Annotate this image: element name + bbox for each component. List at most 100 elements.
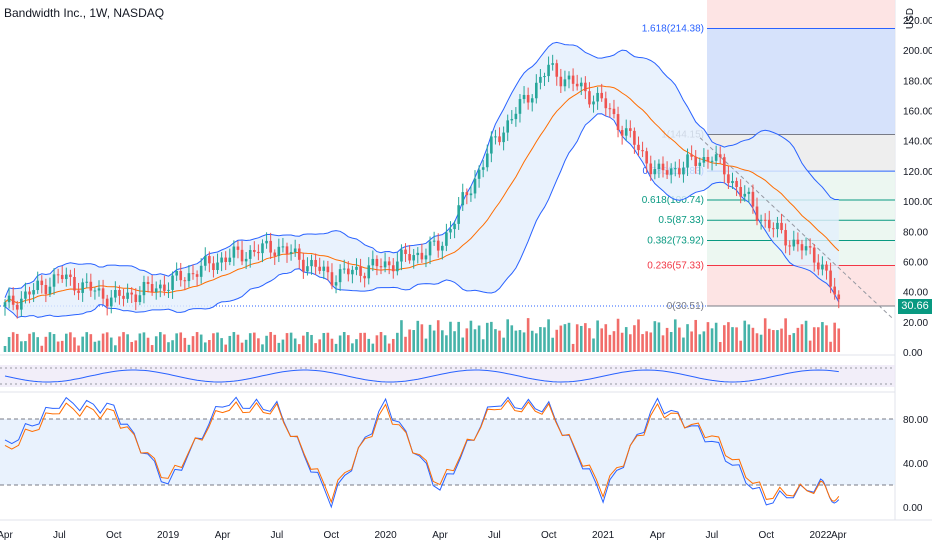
candle-body (302, 259, 305, 272)
candle-body (788, 245, 792, 247)
time-axis-tick: Oct (541, 530, 557, 541)
volume-bar (150, 345, 154, 352)
candle-body (608, 108, 612, 110)
price-axis-tick: 60.00 (903, 257, 928, 268)
time-axis-tick: Apr (0, 530, 13, 541)
volume-bar (657, 322, 661, 352)
volume-bar (216, 332, 219, 352)
candle-body (592, 101, 595, 105)
candle-body (596, 92, 599, 102)
candle-body (277, 246, 281, 256)
candle-body (375, 258, 379, 267)
candle-body (383, 261, 387, 268)
candle-body (579, 82, 583, 87)
price-axis-tick: 20.00 (903, 318, 928, 329)
candle-body (363, 275, 366, 279)
candle-body (138, 295, 142, 303)
volume-bar (379, 332, 383, 352)
fib-level-label: 0(30.51) (667, 301, 704, 312)
volume-bar (134, 340, 138, 352)
candle-body (535, 82, 538, 99)
volume-bar (44, 336, 48, 352)
volume-bar (449, 321, 452, 352)
time-axis-tick: Oct (758, 530, 774, 541)
candle-body (665, 170, 669, 175)
candle-body (747, 191, 751, 194)
volume-bar (408, 329, 411, 352)
candle-body (85, 281, 89, 283)
volume-bar (616, 318, 620, 352)
volume-bar (747, 324, 751, 352)
candle-body (522, 94, 526, 100)
volume-bar (203, 342, 207, 352)
fib-zone (707, 265, 895, 306)
volume-bar (163, 334, 166, 352)
candle-body (465, 192, 469, 196)
volume-bar (179, 332, 183, 352)
volume-bar (596, 320, 599, 352)
stochastic-d-line (4, 399, 840, 504)
candle-body (686, 154, 689, 168)
candle-body (694, 156, 698, 166)
candle-body (330, 272, 334, 286)
candle-body (122, 295, 125, 299)
fib-level-label: 0.5(87.33) (658, 215, 704, 226)
volume-bar (428, 324, 432, 352)
candle-body (735, 180, 738, 188)
candle-body (490, 136, 493, 154)
candle-body (706, 157, 710, 162)
candle-body (502, 132, 505, 143)
candle-body (146, 281, 150, 285)
candle-body (52, 274, 56, 287)
candle-body (669, 168, 673, 175)
volume-bar (269, 332, 272, 352)
volume-bar (154, 336, 158, 352)
candle-body (436, 240, 440, 251)
candle-body (89, 281, 93, 291)
volume-bar (371, 343, 375, 352)
volume-bar (48, 332, 52, 352)
price-axis-tick: 0.00 (903, 348, 923, 359)
candle-body (624, 128, 628, 136)
symbol-title[interactable]: Bandwidth Inc., 1W, NASDAQ (4, 6, 165, 20)
volume-bar (114, 345, 117, 352)
candle-body (629, 128, 632, 131)
time-axis-tick: 2020 (375, 530, 398, 541)
candle-body (825, 264, 828, 271)
volume-bar (302, 335, 305, 352)
candle-body (73, 277, 76, 291)
last-price-badge: 30.66 (898, 298, 932, 314)
volume-bar (367, 338, 371, 352)
price-axis-tick: 100.00 (903, 197, 932, 208)
volume-bar (702, 331, 706, 352)
candle-body (539, 76, 542, 83)
volume-bar (342, 332, 346, 352)
volume-bar (653, 321, 657, 352)
candle-body (784, 230, 787, 246)
chart-legend: Bandwidth Inc., 1W, NASDAQ (4, 6, 164, 20)
candle-body (424, 255, 428, 260)
candle-body (387, 261, 391, 266)
candle-body (228, 257, 232, 263)
candle-body (142, 281, 146, 296)
candle-body (159, 284, 162, 289)
volume-bar (682, 337, 685, 352)
candle-body (310, 259, 313, 267)
volume-bar (490, 321, 493, 352)
volume-bar (751, 327, 755, 352)
volume-bar (101, 333, 105, 352)
candle-body (514, 113, 518, 120)
stochastic-axis-tick: 80.00 (903, 415, 928, 426)
volume-bar (293, 338, 297, 352)
candle-body (293, 248, 297, 253)
candle-body (248, 250, 252, 259)
volume-bar (780, 328, 783, 352)
candle-body (547, 64, 550, 77)
volume-bar (122, 332, 125, 352)
candle-body (130, 292, 133, 295)
time-axis-tick: 2019 (157, 530, 180, 541)
volume-bar (138, 333, 142, 352)
candle-body (445, 232, 448, 246)
volume-bar (420, 324, 424, 352)
